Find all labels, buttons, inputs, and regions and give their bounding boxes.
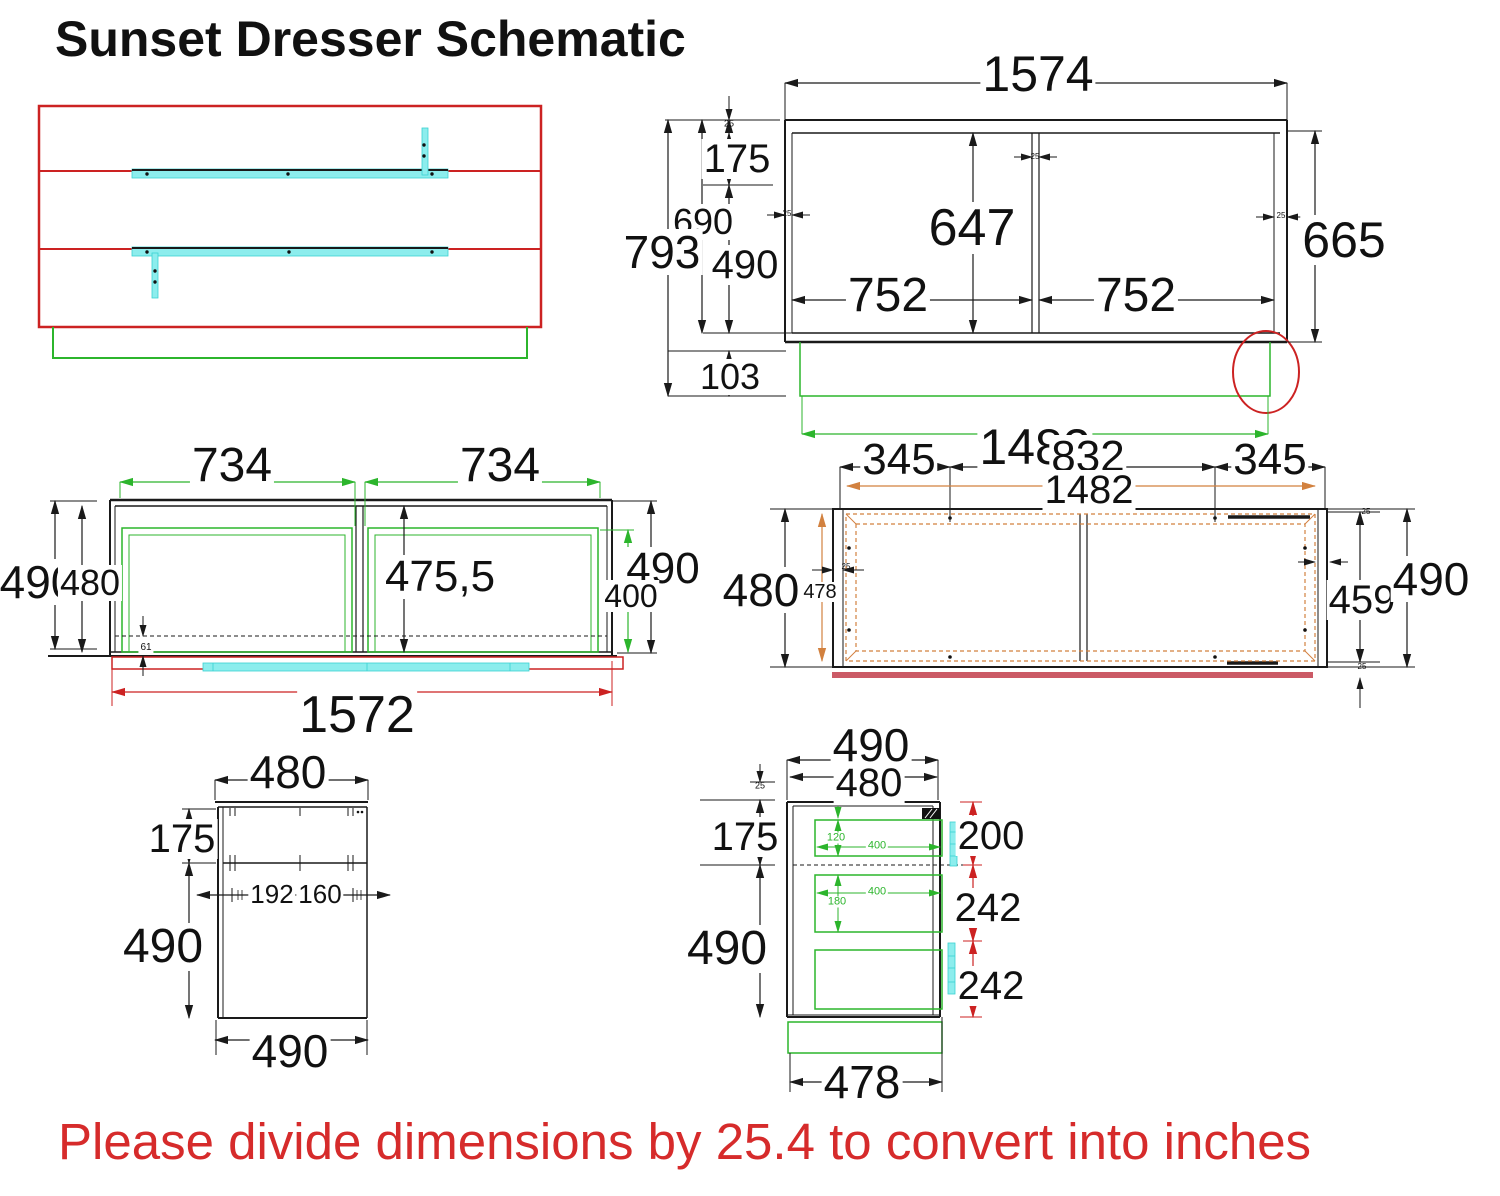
dim-inner-depth-label: 478 [801, 581, 839, 603]
dim-right-opening-label: 752 [1093, 269, 1179, 322]
dim-thickness-label: 25 [723, 118, 735, 129]
dim-thickness-label: 25 [841, 562, 851, 571]
dim-depth-label: 480 [720, 564, 802, 616]
dim-top-width-label: 480 [247, 746, 329, 798]
dim-top-height-label: 175 [701, 137, 773, 181]
dim-left-offset-label: 345 [860, 435, 938, 484]
dresser-outline [37, 104, 543, 329]
dim-inner-depth-label: 480 [833, 761, 905, 805]
dim-bottom-width-label: 478 [821, 1056, 903, 1108]
dim-rail-offset-label: 200 [955, 814, 1027, 858]
dim-left-front-width-label: 734 [189, 439, 275, 492]
dim-right-front-width-label: 734 [457, 439, 543, 492]
dim-drawer1-height-label: 120 [824, 831, 848, 844]
dim-pitch-b-label: 160 [296, 879, 344, 909]
dim-total-width-label: 1574 [980, 46, 1096, 102]
dim-thickness-label: 25 [754, 780, 766, 791]
drawer-rail-top [131, 127, 449, 179]
detail-callout-circle [1232, 330, 1300, 414]
dimension-lines [50, 477, 657, 706]
dim-total-height-label: 793 [621, 226, 703, 278]
left-front-panel [121, 527, 353, 653]
center-rail [202, 662, 530, 672]
dim-thickness-label: 25 [1361, 507, 1371, 516]
conversion-note: Please divide dimensions by 25.4 to conv… [58, 1113, 1312, 1170]
dim-depth-label: 490 [830, 719, 912, 771]
dim-clear-height-label: 647 [926, 199, 1018, 257]
dim-top-height-label: 175 [709, 815, 781, 859]
dim-right-inner-depth-label: 459 [1326, 578, 1398, 622]
dim-wall-thickness-label: 25 [1276, 211, 1286, 220]
dim-right-offset-label: 345 [1231, 435, 1309, 484]
dim-box-height-label: 400 [602, 578, 660, 614]
dim-drawer1-length-label: 400 [865, 839, 889, 852]
dim-inner-width-label: 1482 [1042, 468, 1136, 512]
dim-drawer2-height-label: 180 [825, 895, 849, 908]
back-rail [832, 672, 1313, 678]
page-title: Sunset Dresser Schematic [55, 11, 686, 67]
dim-pitch-b-label: 242 [955, 964, 1027, 1008]
dim-total-width-label: 1572 [297, 686, 417, 744]
dim-inner-height-label: 690 [670, 201, 736, 242]
dim-wall-thickness-label: 25 [782, 209, 792, 218]
plinth-outline [52, 327, 528, 359]
dim-pitch-a-label: 192 [248, 879, 296, 909]
dim-left-opening-label: 752 [845, 269, 931, 322]
dim-bottom-gap-label: 61 [138, 642, 154, 653]
dim-height-label: 490 [120, 920, 206, 973]
dim-drawer2-length-label: 400 [865, 885, 889, 898]
dim-plinth-height-label: 103 [697, 356, 763, 397]
fitting-holes [847, 516, 1307, 659]
dim-bottom-width-label: 490 [249, 1025, 331, 1077]
dim-top-height-label: 175 [146, 817, 218, 861]
dim-front-height-label: 475,5 [382, 552, 498, 601]
panel-dashed-outline [845, 513, 1316, 662]
plinth-outline [799, 342, 1271, 397]
dim-height-label: 490 [684, 922, 770, 975]
dim-right-height-label: 665 [1300, 212, 1388, 268]
dim-opening-height-label: 490 [709, 243, 781, 287]
front-elevation-drawing [37, 104, 543, 359]
dim-pitch-a-label: 242 [952, 886, 1024, 930]
dim-thickness-label: 25 [1357, 662, 1367, 671]
side-frame [215, 801, 368, 1019]
drawer-rail-bottom [131, 246, 449, 299]
top-view-frame [832, 508, 1328, 668]
dim-inner-height-label: 480 [57, 562, 123, 603]
dim-divider-thickness-label: 25 [1030, 152, 1040, 161]
dim-right-depth-label: 490 [1390, 553, 1472, 605]
fronts-frame [48, 498, 617, 657]
plinth-outline [787, 1021, 943, 1054]
